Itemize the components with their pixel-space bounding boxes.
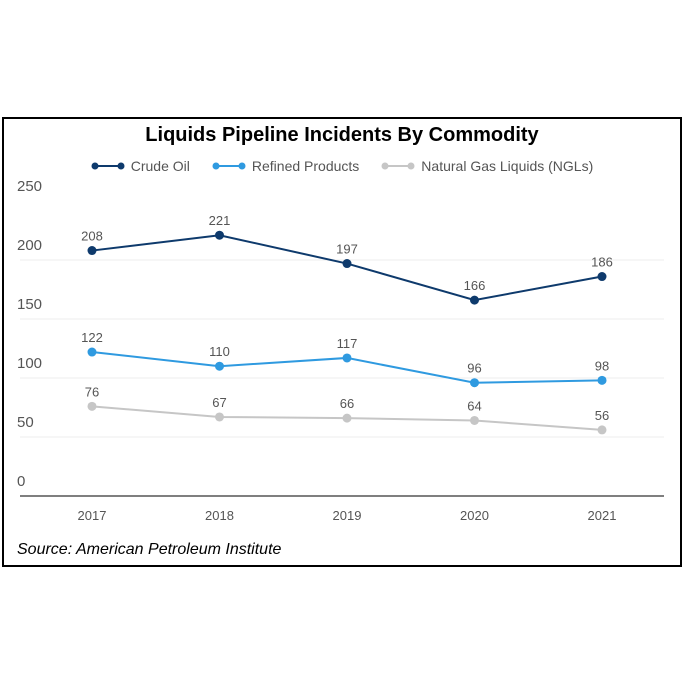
data-label: 66 [340, 396, 354, 411]
data-label: 166 [464, 278, 486, 293]
legend-item-crude-oil[interactable]: Crude Oil [91, 158, 190, 174]
y-tick-label: 200 [17, 237, 42, 254]
data-label: 122 [81, 330, 103, 345]
data-point [470, 415, 479, 425]
x-tick-label: 2021 [588, 508, 617, 523]
data-point [342, 413, 352, 423]
data-label: 64 [467, 398, 481, 413]
data-point [342, 259, 352, 269]
chart-title: Liquids Pipeline Incidents By Commodity [145, 124, 539, 146]
data-label: 96 [467, 361, 481, 376]
legend-label: Crude Oil [130, 158, 190, 174]
data-label: 98 [595, 358, 609, 373]
source-note: Source: American Petroleum Institute [17, 541, 282, 558]
data-point [597, 425, 607, 435]
y-tick-label: 150 [17, 296, 42, 313]
data-point [215, 361, 224, 371]
data-label: 221 [209, 213, 231, 228]
data-point [597, 375, 607, 385]
data-point [470, 295, 479, 305]
data-point [470, 378, 479, 388]
x-tick-label: 2019 [333, 508, 362, 523]
y-tick-label: 0 [17, 473, 25, 490]
data-label: 117 [337, 336, 358, 351]
y-tick-label: 250 [17, 178, 42, 195]
legend-item-refined-products[interactable]: Refined Products [212, 158, 359, 174]
data-point [87, 401, 97, 411]
data-point [597, 272, 607, 282]
legend: Crude Oil Refined Products Natural Gas L… [0, 158, 684, 174]
data-label: 76 [85, 384, 99, 399]
data-label: 186 [591, 255, 613, 270]
data-label: 67 [212, 395, 226, 410]
data-label: 110 [209, 344, 230, 359]
data-point [87, 347, 97, 357]
x-tick-label: 2020 [460, 508, 489, 523]
data-label: 56 [595, 408, 609, 423]
data-point [215, 230, 224, 240]
data-label: 208 [81, 229, 103, 244]
data-point [342, 353, 352, 363]
data-point [215, 412, 224, 422]
legend-label: Refined Products [251, 158, 360, 174]
x-tick-label: 2017 [78, 508, 107, 523]
y-tick-label: 50 [17, 414, 34, 431]
data-point [87, 246, 97, 256]
legend-label: Natural Gas Liquids (NGLs) [421, 158, 594, 174]
x-tick-label: 2018 [205, 508, 234, 523]
legend-item-ngls[interactable]: Natural Gas Liquids (NGLs) [381, 158, 593, 174]
y-tick-label: 100 [17, 355, 42, 372]
chart-frame [2, 117, 682, 567]
data-label: 197 [336, 242, 358, 257]
